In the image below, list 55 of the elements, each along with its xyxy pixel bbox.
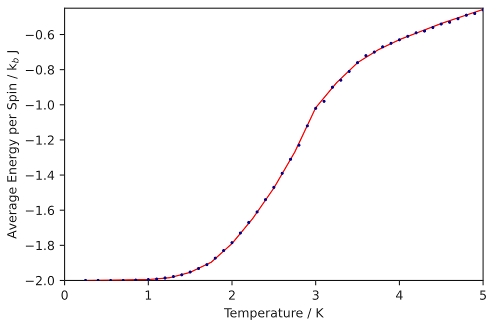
point bbox=[272, 186, 276, 189]
point bbox=[155, 277, 158, 280]
point bbox=[297, 144, 301, 147]
x-axis-title: Temperature / K bbox=[224, 308, 324, 320]
point bbox=[398, 38, 401, 42]
point bbox=[230, 241, 234, 244]
point bbox=[172, 275, 175, 278]
x-tick-label: 5 bbox=[480, 290, 486, 300]
point bbox=[406, 34, 410, 38]
x-tick-label: 4 bbox=[396, 290, 403, 300]
point bbox=[180, 273, 184, 276]
point bbox=[188, 270, 192, 274]
point bbox=[264, 198, 268, 202]
point bbox=[247, 220, 250, 224]
x-tick-label: 1 bbox=[146, 290, 152, 300]
point bbox=[422, 29, 426, 33]
y-tick-label: −1.0 bbox=[26, 100, 54, 110]
point bbox=[431, 26, 434, 30]
point bbox=[330, 86, 334, 89]
point bbox=[214, 256, 217, 260]
y-tick-label: −0.6 bbox=[26, 30, 54, 40]
x-tick-label: 0 bbox=[61, 290, 68, 300]
point bbox=[381, 45, 384, 48]
point bbox=[289, 158, 292, 161]
point bbox=[456, 17, 460, 20]
y-tick-label: −1.4 bbox=[26, 170, 54, 180]
point bbox=[356, 61, 360, 64]
x-tick-label: 3 bbox=[312, 290, 319, 300]
point bbox=[314, 106, 318, 110]
point bbox=[339, 78, 342, 82]
point bbox=[196, 266, 200, 270]
point bbox=[348, 70, 351, 73]
y-tick-label: −1.6 bbox=[26, 206, 54, 216]
point bbox=[473, 12, 476, 16]
point bbox=[389, 42, 393, 45]
point bbox=[256, 210, 259, 214]
point bbox=[414, 31, 418, 34]
point bbox=[280, 172, 284, 175]
y-tick-label: −0.8 bbox=[26, 65, 54, 75]
y-tick-label: −2.0 bbox=[26, 276, 54, 286]
point bbox=[364, 54, 368, 58]
y-axis-title: Average Energy per Spin / k$_{b}$ J bbox=[6, 51, 19, 239]
x-tick-label: 2 bbox=[228, 290, 235, 300]
point bbox=[306, 124, 309, 128]
y-tick-label: −1.8 bbox=[26, 240, 54, 250]
point bbox=[464, 14, 468, 17]
y-tick-label: −1.2 bbox=[26, 135, 54, 145]
point bbox=[238, 231, 242, 235]
point bbox=[205, 263, 208, 266]
point bbox=[222, 249, 226, 252]
point bbox=[440, 22, 443, 26]
point bbox=[322, 100, 326, 103]
point bbox=[163, 276, 167, 280]
point bbox=[448, 20, 452, 24]
point bbox=[372, 50, 376, 54]
